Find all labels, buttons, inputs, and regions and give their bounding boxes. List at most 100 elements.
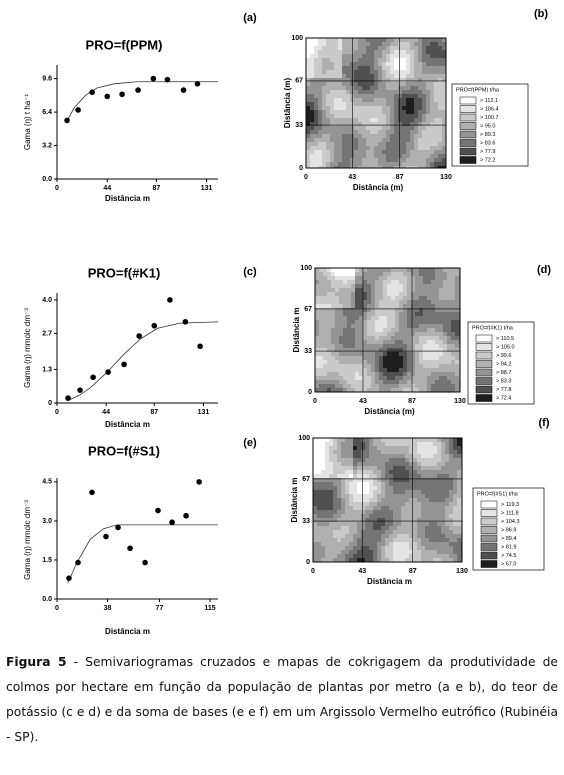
contour-cell [421,550,425,554]
contour-cell [407,336,411,340]
contour-cell [361,554,365,558]
contour-cell [341,546,345,550]
contour-cell [369,558,373,562]
contour-cell [355,296,359,300]
contour-cell [443,292,447,296]
contour-cell [317,498,321,502]
contour-cell [397,518,401,522]
contour-cell [371,272,375,276]
contour-cell [378,126,382,130]
contour-cell [318,54,322,58]
contour-cell [374,110,378,114]
contour-cell [406,150,410,154]
contour-cell [391,280,395,284]
contour-cell [439,348,443,352]
contour-cell [342,154,346,158]
contour-cell [337,542,341,546]
contour-cell [419,300,423,304]
contour-cell [347,292,351,296]
y-axis-label: Distância m [292,308,301,353]
contour-cell [321,538,325,542]
contour-cell [415,300,419,304]
contour-cell [386,122,390,126]
contour-cell [367,340,371,344]
contour-cell [323,388,327,392]
contour-cell [438,130,442,134]
contour-cell [369,510,373,514]
contour-cell [453,478,457,482]
contour-cell [350,90,354,94]
legend-swatch [459,156,477,164]
contour-cell [413,494,417,498]
contour-cell [386,126,390,130]
contour-cell [331,368,335,372]
contour-cell [355,276,359,280]
contour-cell [379,368,383,372]
contour-cell [349,470,353,474]
contour-cell [441,438,445,442]
contour-cell [405,446,409,450]
contour-cell [327,324,331,328]
legend-label: > 89.3 [480,132,495,138]
contour-cell [423,372,427,376]
contour-cell [451,288,455,292]
contour-cell [441,554,445,558]
contour-cell [441,458,445,462]
contour-cell [437,466,441,470]
contour-cell [318,138,322,142]
contour-cell [314,62,318,66]
contour-cell [427,376,431,380]
contour-cell [438,90,442,94]
contour-cell [359,284,363,288]
contour-cell [357,478,361,482]
contour-cell [342,42,346,46]
contour-cell [449,538,453,542]
contour-cell [386,110,390,114]
contour-cell [315,380,319,384]
contour-cell [375,328,379,332]
contour-cell [361,522,365,526]
contour-cell [406,42,410,46]
contour-cell [447,388,451,392]
contour-cell [330,90,334,94]
contour-cell [438,142,442,146]
contour-cell [447,276,451,280]
contour-cell [329,542,333,546]
contour-cell [453,498,457,502]
contour-cell [370,150,374,154]
contour-cell [451,340,455,344]
legend-swatch [475,377,493,385]
contour-cell [369,518,373,522]
contour-cell [327,336,331,340]
contour-cell [342,106,346,110]
contour-cell [382,90,386,94]
contour-cell [425,454,429,458]
contour-cell [317,466,321,470]
contour-cell [457,522,461,526]
contour-cell [425,486,429,490]
contour-cell [439,272,443,276]
contour-cell [445,534,449,538]
contour-cell [401,458,405,462]
contour-cell [411,280,415,284]
contour-cell [451,332,455,336]
contour-cell [434,130,438,134]
contour-cell [385,478,389,482]
contour-cell [426,74,430,78]
contour-cell [339,268,343,272]
contour-cell [377,462,381,466]
contour-cell [449,454,453,458]
contour-cell [402,106,406,110]
contour-cell [321,438,325,442]
contour-cell [375,284,379,288]
contour-cell [402,118,406,122]
contour-cell [419,304,423,308]
contour-cell [370,114,374,118]
contour-cell [411,284,415,288]
contour-cell [383,292,387,296]
contour-cell [410,158,414,162]
contour-cell [401,498,405,502]
contour-cell [394,38,398,42]
contour-cell [449,494,453,498]
contour-cell [353,546,357,550]
